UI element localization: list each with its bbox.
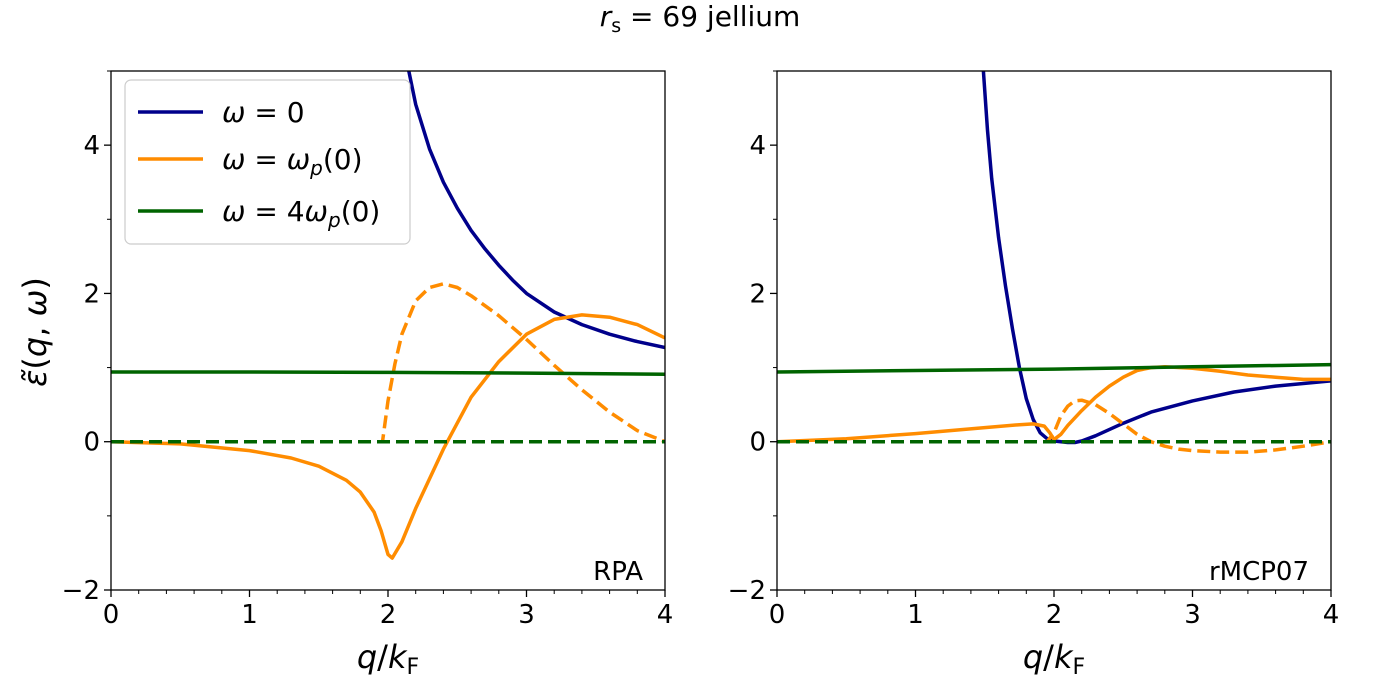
series-group xyxy=(777,71,1331,454)
series-line-2-dashed xyxy=(777,398,1331,454)
x-tick-label: 1 xyxy=(241,600,258,630)
x-tick-label: 3 xyxy=(1184,600,1201,630)
x-axis-label-left: q/kF xyxy=(357,638,419,679)
series-line-0-solid xyxy=(407,71,665,350)
y-tick-label: 2 xyxy=(83,279,100,309)
legend-label-omega-4p: ω = 4ωp(0) xyxy=(222,195,380,232)
x-axis-label-right: q/kF xyxy=(1023,638,1085,679)
series-group xyxy=(111,71,665,560)
legend-label-omega-0: ω = 0 xyxy=(222,96,305,129)
series-line-3-solid xyxy=(777,362,1331,374)
series-line-3-solid xyxy=(111,370,665,376)
y-tick-label: 0 xyxy=(83,428,100,458)
series-line-1-solid xyxy=(777,365,1331,444)
x-tick-label: 1 xyxy=(907,600,924,630)
x-tick-label: 4 xyxy=(1323,600,1340,630)
x-tick-label: 0 xyxy=(103,600,120,630)
series-line-2-dashed xyxy=(111,282,665,444)
x-tick-label: 4 xyxy=(657,600,674,630)
x-tick-label: 0 xyxy=(769,600,786,630)
figure-title: rs = 69 jellium xyxy=(600,0,801,37)
y-tick-label: −2 xyxy=(728,576,766,606)
axes-frame xyxy=(776,70,1332,591)
x-tick-label: 2 xyxy=(1046,600,1063,630)
legend: ω = 0 ω = ωp(0) ω = 4ωp(0) xyxy=(124,79,411,245)
y-tick-label: 4 xyxy=(83,131,100,161)
series-line-1-solid xyxy=(111,313,665,560)
y-tick-label: −2 xyxy=(62,576,100,606)
y-axis-label: ε̃(q, ω) xyxy=(16,277,54,387)
series-line-0-solid xyxy=(981,71,1331,445)
panel-label: RPA xyxy=(593,557,643,587)
legend-frame xyxy=(124,79,411,245)
y-tick-label: 0 xyxy=(749,428,766,458)
y-tick-label: 4 xyxy=(749,131,766,161)
legend-label-omega-p: ω = ωp(0) xyxy=(222,143,363,180)
panel-label: rMCP07 xyxy=(1209,557,1309,587)
x-tick-label: 2 xyxy=(380,600,397,630)
x-tick-label: 3 xyxy=(518,600,535,630)
y-tick-label: 2 xyxy=(749,279,766,309)
